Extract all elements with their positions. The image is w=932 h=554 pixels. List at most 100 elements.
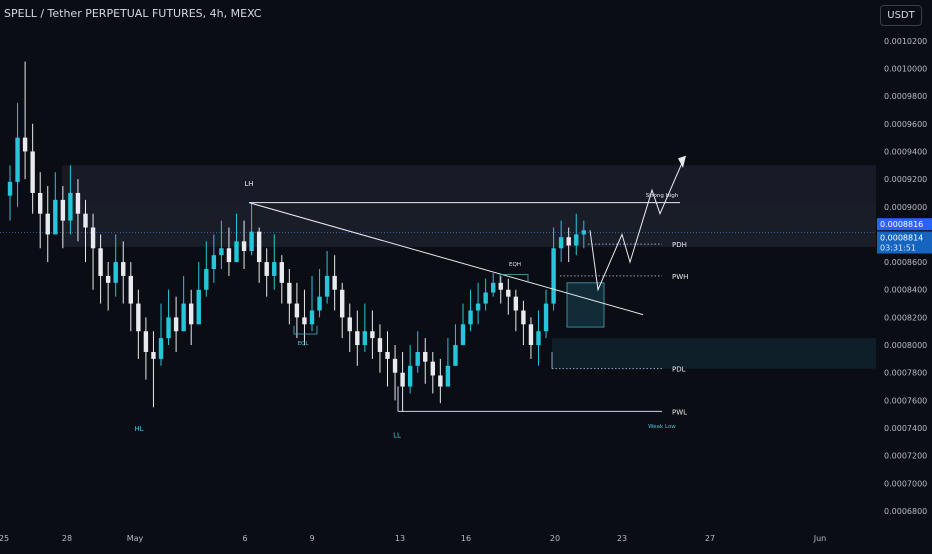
candle [22, 61, 28, 180]
candle [445, 338, 451, 387]
candle-body [45, 213, 50, 235]
candle [483, 278, 488, 311]
candle-body [423, 351, 428, 362]
eqh-marker [499, 274, 529, 283]
candle-body [347, 317, 352, 332]
candle [151, 331, 156, 408]
candle-body [498, 282, 503, 290]
candle [166, 289, 171, 346]
label-weak-low: Weak Low [648, 424, 676, 430]
candle [415, 331, 420, 373]
price-tick: 0.0008400 [884, 286, 927, 295]
time-tick: May [127, 534, 144, 543]
candle-body [294, 303, 300, 318]
price-tick: 0.0009200 [884, 175, 927, 184]
time-tick: 25 [0, 534, 9, 543]
candle-body [211, 255, 217, 269]
candle-body [204, 269, 209, 290]
candle-body [256, 231, 262, 263]
time-tick: 16 [461, 534, 471, 543]
candle-body [287, 282, 292, 304]
candle [121, 241, 126, 304]
candle-body [15, 137, 20, 182]
time-tick: 13 [395, 534, 405, 543]
candle-body [400, 372, 405, 387]
candle-body [438, 375, 443, 387]
candle-body [558, 237, 564, 249]
countdown-text: 03:31:51 [880, 243, 916, 252]
price-tick: 0.0007200 [884, 452, 927, 461]
candle [272, 234, 277, 290]
time-tick: 20 [550, 534, 560, 543]
candle [543, 289, 549, 339]
candle [324, 251, 330, 304]
candle [453, 324, 458, 366]
price-tick: 0.0009600 [884, 120, 927, 129]
candle [506, 278, 511, 315]
candle [211, 234, 217, 283]
candle [558, 220, 564, 263]
candle [15, 103, 20, 207]
candle-body [22, 137, 28, 152]
candle [90, 213, 96, 290]
candle [430, 351, 435, 394]
annotations-layer: LH HL EQL LL EQH Strong High Weak Low [134, 155, 686, 440]
candle [264, 248, 269, 297]
candle-body [272, 262, 277, 276]
candle-body [136, 303, 141, 332]
candle-body [513, 296, 519, 311]
candle-body [279, 262, 284, 283]
candle [256, 227, 262, 283]
candles-layer [7, 61, 586, 412]
label-ll: LL [393, 432, 401, 440]
price-tick: 0.0008000 [884, 341, 927, 350]
candle [491, 273, 496, 297]
candle-body [113, 262, 118, 283]
price-tick: 0.0009400 [884, 147, 927, 156]
last-price-badge [877, 231, 932, 254]
candle [60, 186, 66, 249]
candle [173, 296, 179, 352]
candle [302, 289, 307, 346]
currency-button[interactable]: USDT [880, 5, 922, 26]
candle [551, 227, 556, 311]
label-lh: LH [244, 180, 253, 188]
candle-body [181, 303, 186, 332]
level-pdh-label: PDH [672, 241, 687, 249]
candle-body [105, 275, 111, 283]
candle [362, 303, 368, 352]
candle [309, 275, 315, 332]
candle [189, 289, 194, 346]
candle [317, 269, 322, 318]
current-price-text: 0.0008816 [880, 220, 923, 229]
zones-layer [62, 165, 876, 369]
label-eqh: EQH [509, 262, 521, 268]
candle [347, 303, 352, 352]
candle-body [151, 351, 156, 359]
candle [113, 234, 118, 297]
candle [68, 165, 73, 235]
projection-arrowhead [678, 155, 686, 169]
candle [498, 275, 503, 304]
candle [98, 234, 103, 304]
level-pwh-label: PWH [672, 273, 688, 281]
candle [143, 317, 149, 380]
supply-zone [62, 202, 876, 247]
price-tick: 0.0008200 [884, 313, 927, 322]
candle [423, 338, 428, 384]
projection-path [589, 158, 685, 292]
candle-body [30, 151, 35, 193]
candle-body [370, 331, 375, 339]
candle [355, 310, 360, 366]
candle [475, 282, 481, 325]
candle-body [362, 331, 368, 346]
candle [204, 241, 209, 297]
candle-body [460, 324, 466, 346]
candle-body [407, 365, 413, 387]
candle [279, 255, 284, 304]
candle [574, 213, 579, 256]
candle-body [543, 303, 549, 332]
candle-body [309, 310, 315, 325]
candle [30, 123, 35, 214]
